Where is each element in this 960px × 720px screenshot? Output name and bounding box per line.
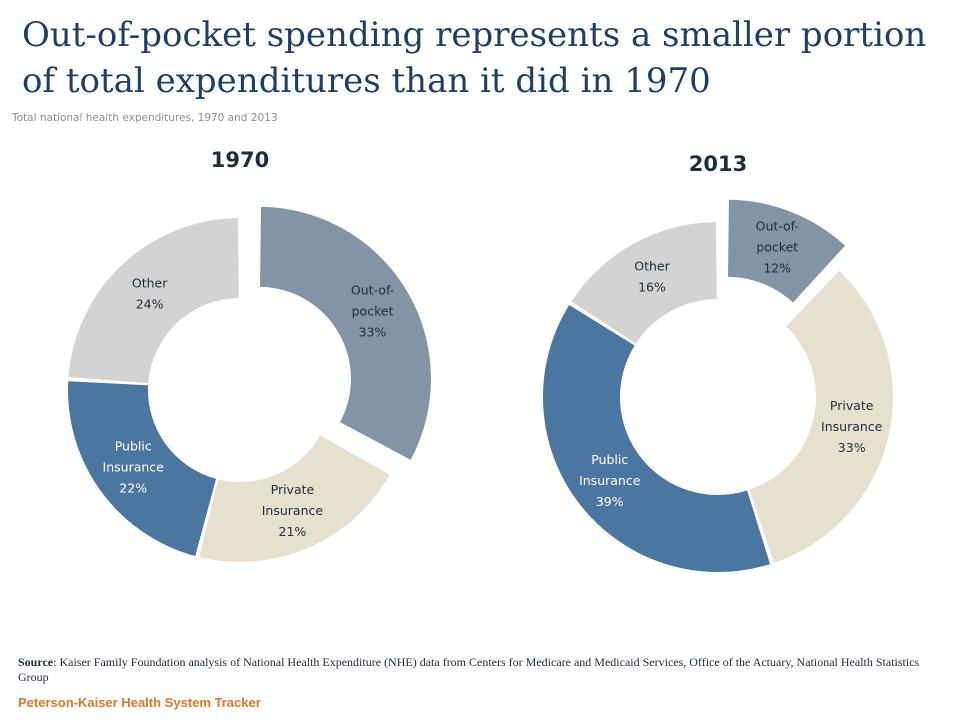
- source-label: Source: [18, 655, 54, 669]
- slice-label-other-1970: Other 24%: [132, 275, 168, 311]
- chart-title-1970: 1970: [210, 148, 270, 172]
- slice-out-of-pocket-2013: [728, 199, 846, 303]
- slice-label-private-insurance-2013: Private Insurance 33%: [821, 398, 883, 455]
- slice-label-public-insurance-1970: Public Insurance 22%: [103, 439, 165, 496]
- slice-label-out-of-pocket-1970: Out-of-pocket 33%: [351, 283, 394, 340]
- donut-chart-2013: Out-of-pocket 12% Private Insurance 33% Publi…: [543, 199, 893, 572]
- slice-label-public-insurance-2013: Public Insurance 39%: [579, 452, 641, 509]
- slice-label-private-insurance-1970: Private Insurance 21%: [262, 482, 324, 539]
- source-text: Kaiser Family Foundation analysis of Nat…: [18, 655, 920, 684]
- donut-charts: Out-of-pocket 33% Private Insurance 21% Publi…: [68, 199, 893, 572]
- slice-private-insurance-1970: [199, 435, 390, 562]
- slice-label-other-2013: Other 16%: [634, 258, 670, 294]
- slice-public-insurance-2013: [543, 305, 771, 572]
- slice-out-of-pocket-1970: [260, 206, 431, 460]
- slice-private-insurance-2013: [749, 270, 893, 563]
- chart-title-2013: 2013: [688, 152, 748, 176]
- source-note: Source: Kaiser Family Foundation analysi…: [18, 655, 920, 684]
- brand-footer: Peterson-Kaiser Health System Tracker: [18, 695, 261, 710]
- page-subtitle: Total national health expenditures, 1970…: [12, 112, 278, 124]
- slice-public-insurance-1970: [68, 381, 217, 557]
- slice-other-2013: [571, 222, 717, 344]
- slice-label-out-of-pocket-2013: Out-of-pocket 12%: [756, 218, 799, 275]
- donut-chart-1970: Out-of-pocket 33% Private Insurance 21% Publi…: [68, 206, 431, 562]
- slice-other-1970: [68, 218, 239, 384]
- page-title: Out-of-pocket spending represents a smal…: [22, 15, 927, 101]
